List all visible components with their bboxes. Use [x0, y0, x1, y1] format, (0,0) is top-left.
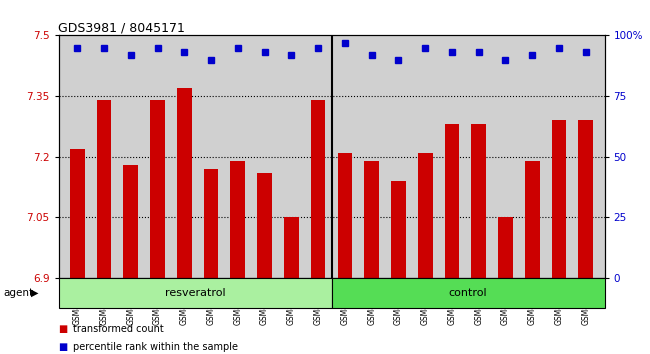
Text: ▶: ▶ [31, 288, 39, 298]
Bar [311, 100, 326, 278]
Bar [97, 100, 111, 278]
Bar [552, 120, 566, 278]
Text: agent: agent [3, 288, 33, 298]
Bar [498, 217, 513, 278]
Bar [391, 181, 406, 278]
Text: control: control [448, 288, 488, 298]
Bar [177, 88, 192, 278]
Text: percentile rank within the sample: percentile rank within the sample [73, 342, 238, 352]
Text: resveratrol: resveratrol [164, 288, 226, 298]
Bar [525, 161, 540, 278]
Bar [332, 278, 604, 308]
Text: ■: ■ [58, 342, 68, 352]
Bar [471, 124, 486, 278]
Text: transformed count: transformed count [73, 324, 164, 334]
Bar [578, 120, 593, 278]
Bar [231, 161, 245, 278]
Bar [70, 149, 84, 278]
Bar [150, 100, 165, 278]
Bar [418, 153, 432, 278]
Bar [203, 169, 218, 278]
Bar [124, 165, 138, 278]
Bar [257, 173, 272, 278]
Bar [58, 278, 332, 308]
Bar [364, 161, 379, 278]
Text: ■: ■ [58, 324, 68, 334]
Bar [445, 124, 460, 278]
Bar [337, 153, 352, 278]
Bar [284, 217, 299, 278]
Text: GDS3981 / 8045171: GDS3981 / 8045171 [58, 21, 185, 34]
